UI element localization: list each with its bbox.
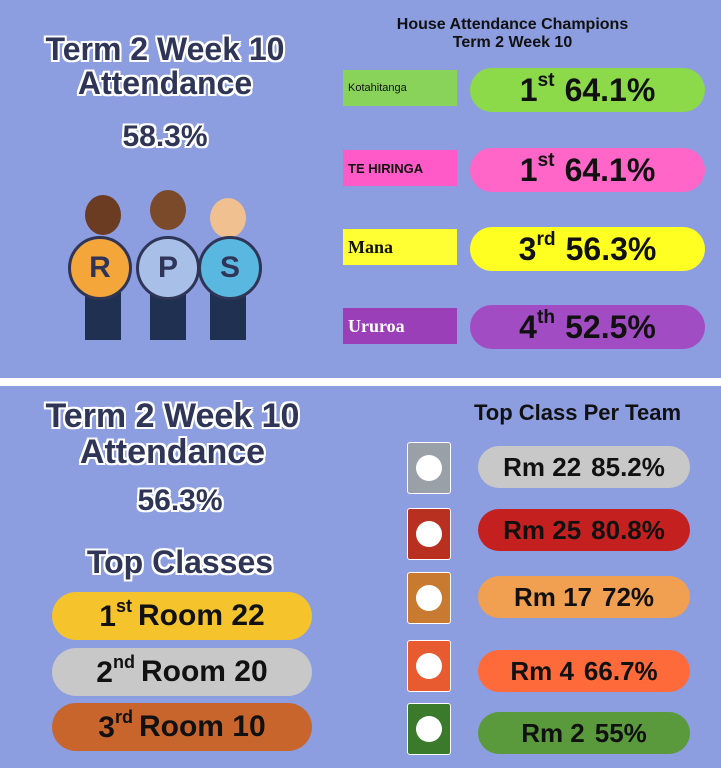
team-icon <box>407 572 451 624</box>
house-value: 56.3% <box>565 230 657 267</box>
house-label: TE HIRINGA <box>343 150 457 186</box>
house-label: Mana <box>343 229 457 265</box>
rank: 4th <box>519 306 556 346</box>
room: Room 20 <box>140 655 268 688</box>
house-pill: 3rd 56.3% <box>470 227 705 271</box>
rank-suffix: nd <box>112 651 135 672</box>
team-pill: Rm 22 85.2% <box>478 446 690 488</box>
room: Room 22 <box>138 599 265 632</box>
house-label: Kotahitanga <box>343 70 457 106</box>
top-classes-heading: Top Classes <box>86 544 274 580</box>
team-room: Rm 4 <box>510 655 574 686</box>
team-room: Rm 22 <box>503 451 582 482</box>
team-pill: Rm 17 72% <box>478 576 690 618</box>
rank: 1st <box>99 595 132 634</box>
rank-number: 3 <box>518 230 537 267</box>
rank: 1st <box>519 149 555 189</box>
team-heading: Top Class Per Team <box>473 400 682 425</box>
house-pill: 1st 64.1% <box>470 148 705 192</box>
title-line: Attendance <box>77 65 253 101</box>
rank-number: 3 <box>98 710 115 744</box>
team-icon <box>407 442 451 494</box>
title-line: Term 2 Week 10 <box>45 31 285 67</box>
team-value: 80.8% <box>591 514 665 545</box>
rank: 2nd <box>96 651 135 690</box>
header-line: House Attendance Champions <box>396 16 629 33</box>
team-icon <box>407 703 451 755</box>
rank-suffix: rd <box>536 228 556 250</box>
house-value: 64.1% <box>564 71 656 108</box>
team-icon <box>407 508 451 560</box>
rank: 3rd <box>98 706 133 745</box>
title-line: Attendance <box>79 433 266 471</box>
team-room: Rm 2 <box>521 717 585 748</box>
class-pill: 3rd Room 10 <box>52 703 312 751</box>
team-pill: Rm 25 80.8% <box>478 509 690 551</box>
rank-suffix: th <box>536 306 556 328</box>
rank-number: 2 <box>96 655 113 689</box>
house-label: Ururoa <box>343 308 457 344</box>
top-panel: Term 2 Week 10 Attendance 58.3% R P S Hou… <box>0 0 721 378</box>
rank-suffix: st <box>537 149 555 171</box>
rank-suffix: st <box>115 595 132 616</box>
title-line: Term 2 Week 10 <box>45 397 300 435</box>
team-value: 72% <box>602 581 655 612</box>
team-value: 55% <box>594 717 647 748</box>
letter-badge: P <box>136 236 200 300</box>
icon-circle <box>416 585 442 611</box>
letter-badge: R <box>68 236 132 300</box>
rank-number: 4 <box>519 308 537 345</box>
title: Term 2 Week 10 Attendance <box>0 398 345 470</box>
rank-number: 1 <box>99 599 116 633</box>
team-pill: Rm 2 55% <box>478 712 690 754</box>
house-value: 52.5% <box>565 308 656 345</box>
percent: 58.3% <box>122 120 208 153</box>
icon-circle <box>416 716 442 742</box>
rank-suffix: st <box>537 69 555 91</box>
house-value: 64.1% <box>564 151 656 188</box>
header-line: Term 2 Week 10 <box>452 34 573 51</box>
team-value: 85.2% <box>591 451 665 482</box>
team-room: Rm 17 <box>513 581 592 612</box>
team-value: 66.7% <box>583 655 658 686</box>
icon-circle <box>416 455 442 481</box>
kids-illustration: R P S <box>68 190 270 350</box>
team-pill: Rm 4 66.7% <box>478 650 690 692</box>
icon-circle <box>416 653 442 679</box>
rank: 1st <box>519 69 555 109</box>
room: Room 10 <box>138 710 266 743</box>
bottom-panel: Term 2 Week 10 Attendance 56.3% Top Class… <box>0 386 721 768</box>
icon-circle <box>416 521 442 547</box>
rank-number: 1 <box>519 71 538 108</box>
team-room: Rm 25 <box>503 514 582 545</box>
letter-badge: S <box>198 236 262 300</box>
house-pill: 4th 52.5% <box>470 305 705 349</box>
house-header: House Attendance Champions Term 2 Week 10 <box>340 16 685 52</box>
title: Term 2 Week 10 Attendance <box>0 32 330 100</box>
house-pill: 1st 64.1% <box>470 68 705 112</box>
rank-number: 1 <box>519 151 538 188</box>
team-icon <box>407 640 451 692</box>
percent: 56.3% <box>137 484 223 517</box>
class-pill: 2nd Room 20 <box>52 648 312 696</box>
rank-suffix: rd <box>114 706 133 727</box>
class-pill: 1st Room 22 <box>52 592 312 640</box>
rank: 3rd <box>518 228 556 268</box>
